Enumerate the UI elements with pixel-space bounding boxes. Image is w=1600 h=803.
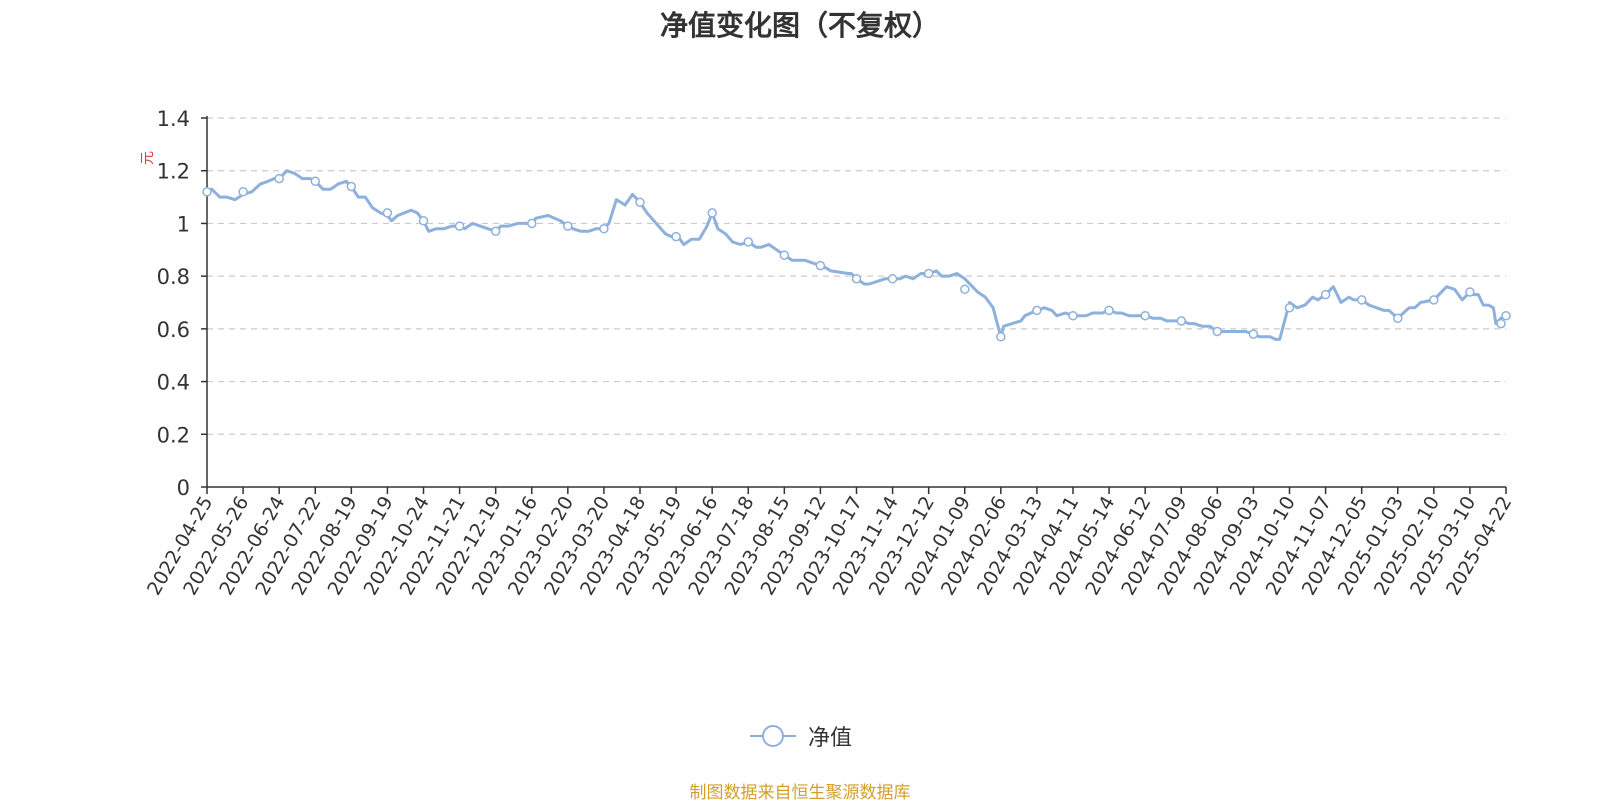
data-point-marker — [1212, 326, 1223, 337]
data-point-marker — [1393, 313, 1403, 324]
data-point-marker — [1356, 295, 1367, 305]
data-point-marker — [418, 216, 429, 226]
data-point-marker — [599, 223, 609, 234]
series-layer — [205, 169, 1508, 341]
y-tick-label: 0.8 — [157, 265, 190, 289]
data-point-marker — [707, 208, 717, 218]
y-tick-label: 0.4 — [157, 371, 190, 395]
legend-label: 净值 — [807, 726, 852, 751]
data-point-marker — [527, 218, 537, 229]
data-point-marker — [1501, 310, 1511, 321]
y-tick-labels: 0 0.2 0.4 0.6 0.8 1 1.2 1.4 — [157, 107, 190, 500]
data-point-marker — [310, 176, 321, 187]
y-tick-label: 1.2 — [157, 160, 190, 184]
data-point-marker — [851, 274, 862, 284]
y-axis-unit-label: 元 — [140, 151, 156, 165]
data-point-marker — [490, 226, 501, 237]
series-line — [205, 169, 1508, 341]
y-tick-label: 0 — [177, 476, 190, 500]
data-point-marker — [779, 250, 790, 260]
data-point-marker — [1032, 305, 1042, 316]
data-point-marker — [743, 237, 754, 247]
data-point-marker — [1248, 329, 1259, 339]
data-point-marker — [1068, 310, 1078, 321]
data-point-marker — [923, 268, 934, 279]
data-point-marker — [960, 284, 970, 295]
legend[interactable]: 净值 — [0, 720, 1600, 752]
data-point-marker — [382, 208, 393, 218]
data-point-marker — [346, 181, 357, 192]
data-point-marker — [635, 197, 645, 208]
x-tick-labels: 2022-04-252022-05-262022-06-242022-07-22… — [143, 493, 1516, 600]
data-point-marker — [238, 187, 248, 197]
data-point-marker — [887, 274, 898, 284]
series-markers — [202, 173, 1511, 342]
data-point-marker — [1284, 303, 1295, 313]
data-point-marker — [1496, 318, 1506, 329]
data-point-marker — [996, 332, 1006, 342]
y-tick-label: 0.2 — [157, 423, 190, 447]
data-point-marker — [1140, 310, 1150, 321]
data-point-marker — [202, 187, 212, 197]
axes — [201, 116, 1507, 494]
data-point-marker — [274, 173, 284, 184]
legend-series-icon — [749, 725, 796, 747]
source-note: 制图数据来自恒生聚源数据库 — [689, 783, 911, 803]
data-point-marker — [1176, 316, 1187, 326]
data-point-marker — [1465, 287, 1475, 297]
y-tick-label: 1 — [177, 212, 190, 236]
data-point-marker — [1429, 295, 1439, 305]
data-point-marker — [671, 231, 681, 242]
data-point-marker — [454, 221, 465, 231]
data-point-marker — [815, 260, 826, 271]
data-point-marker — [1104, 305, 1114, 316]
y-tick-label: 0.6 — [157, 318, 190, 342]
data-point-marker — [563, 221, 573, 231]
y-tick-label: 1.4 — [157, 107, 190, 131]
chart-title: 净值变化图（不复权） — [659, 9, 940, 42]
data-point-marker — [1320, 289, 1331, 300]
